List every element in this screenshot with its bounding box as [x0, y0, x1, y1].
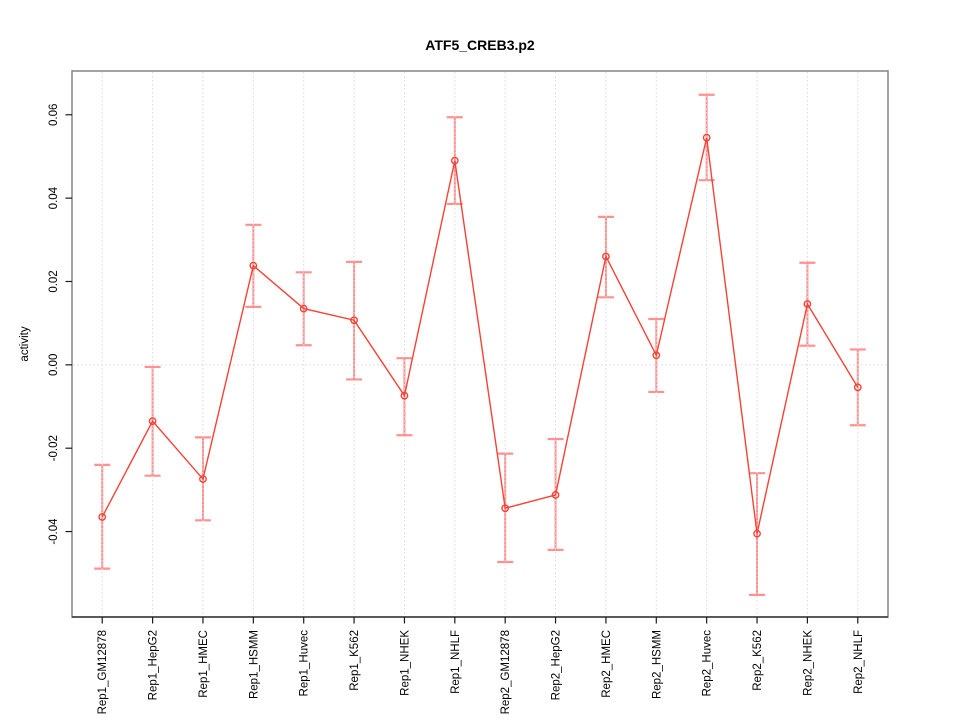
y-tick-label: 0.00 — [48, 354, 60, 376]
x-category-label: Rep2_HMEC — [601, 630, 613, 698]
data-point — [652, 351, 661, 360]
axis-ticks-and-labels-layer: -0.04 -0.02 0.00 0.02 0.04 0.06 Rep1_GM12878 Re… — [48, 104, 865, 715]
x-category-label: Rep2_Huvec — [702, 630, 714, 697]
y-axis-title: activity — [19, 326, 31, 361]
x-category-label: Rep2_NHLF — [853, 630, 865, 694]
data-point — [551, 490, 560, 499]
x-category-label: Rep2_GM12878 — [500, 630, 512, 714]
y-tick-label: -0.02 — [48, 435, 60, 461]
chart-title: ATF5_CREB3.p2 — [425, 37, 535, 53]
data-points-layer — [98, 133, 862, 538]
x-category-label: Rep1_GM12878 — [97, 630, 109, 714]
x-category-label: Rep1_NHEK — [399, 630, 411, 696]
x-category-label: Rep1_Huvec — [299, 630, 311, 697]
data-point — [450, 156, 459, 165]
data-point — [803, 300, 812, 308]
data-point — [400, 391, 409, 400]
y-tick-label: 0.04 — [48, 186, 60, 209]
x-category-label: Rep1_HMEC — [198, 630, 210, 698]
x-category-label: Rep2_NHEK — [802, 630, 814, 696]
y-tick-label: -0.04 — [48, 518, 60, 545]
x-category-label: Rep2_K562 — [752, 630, 764, 691]
data-point — [350, 316, 358, 325]
data-point — [702, 133, 711, 142]
gridlines-layer — [73, 72, 887, 616]
x-category-label: Rep1_HSMM — [248, 630, 260, 699]
error-bars-layer — [94, 93, 866, 597]
data-point — [501, 504, 510, 513]
data-point — [602, 252, 610, 261]
data-point — [98, 513, 107, 521]
y-tick-label: 0.02 — [48, 270, 60, 292]
x-category-label: Rep1_NHLF — [450, 630, 462, 694]
plot-border-box — [71, 70, 889, 618]
x-category-label: Rep1_HepG2 — [148, 630, 160, 700]
series-polyline — [101, 137, 859, 534]
data-point — [148, 417, 157, 426]
data-point — [853, 383, 862, 392]
y-tick-label: 0.06 — [48, 104, 60, 126]
x-category-label: Rep2_HepG2 — [551, 630, 563, 700]
x-category-label: Rep2_HSMM — [651, 630, 663, 699]
x-category-label: Rep1_K562 — [349, 630, 361, 691]
data-point — [249, 261, 258, 270]
data-point — [753, 529, 761, 538]
data-point — [199, 475, 207, 483]
data-point — [299, 304, 308, 313]
